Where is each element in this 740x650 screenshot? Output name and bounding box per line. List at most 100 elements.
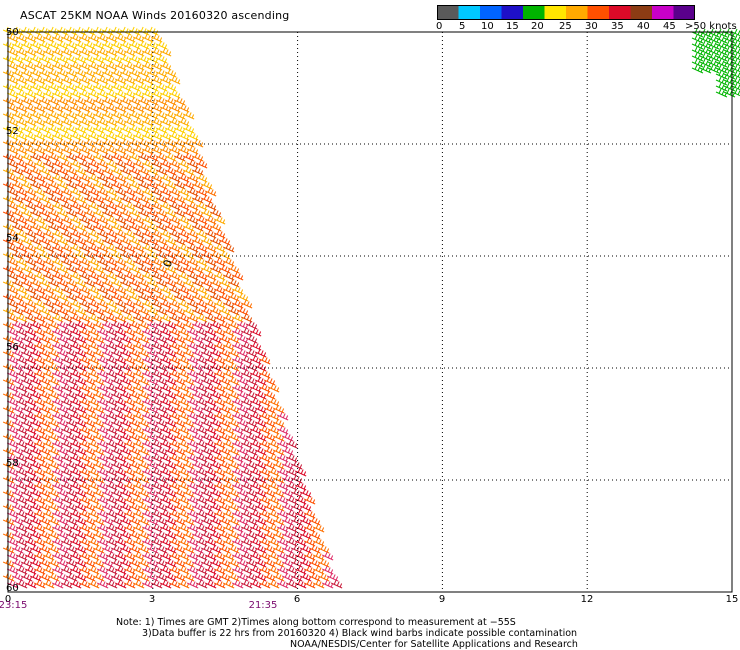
- colorbar-segment: [587, 5, 609, 20]
- wind-barb: [87, 131, 100, 141]
- wind-barb: [15, 47, 28, 57]
- wind-barb: [87, 439, 100, 449]
- wind-barb: [51, 313, 64, 323]
- wind-barb: [96, 327, 109, 337]
- wind-barb: [15, 145, 28, 155]
- wind-barb: [114, 327, 127, 337]
- wind-barb: [51, 75, 64, 85]
- wind-barb: [123, 425, 136, 435]
- wind-barb: [96, 243, 109, 253]
- wind-barb: [15, 285, 28, 295]
- wind-barb: [24, 299, 37, 309]
- lon-tick-label: 12: [580, 594, 594, 605]
- wind-barb: [42, 243, 55, 253]
- wind-barb: [105, 33, 118, 43]
- wind-barb: [6, 355, 19, 365]
- wind-barb: [213, 355, 226, 365]
- wind-barb: [2, 68, 15, 78]
- wind-barb: [2, 558, 15, 568]
- wind-barb: [267, 551, 280, 561]
- wind-barb: [51, 243, 64, 253]
- wind-barb: [78, 453, 91, 463]
- wind-barb: [231, 285, 244, 295]
- wind-barb: [78, 481, 91, 491]
- wind-barb: [114, 439, 127, 449]
- wind-barb: [51, 201, 64, 211]
- wind-barb: [168, 453, 181, 463]
- wind-barb: [150, 159, 163, 169]
- wind-barb: [267, 425, 280, 435]
- wind-barb: [177, 285, 190, 295]
- wind-barb: [33, 89, 46, 99]
- wind-barb: [204, 565, 217, 575]
- wind-barb: [78, 551, 91, 561]
- wind-barb: [186, 173, 199, 183]
- wind-barb: [42, 523, 55, 533]
- wind-barb: [164, 236, 177, 246]
- wind-barb: [168, 201, 181, 211]
- wind-barb: [96, 397, 109, 407]
- wind-barb: [222, 509, 235, 519]
- wind-barb: [303, 509, 316, 519]
- wind-barb: [78, 523, 91, 533]
- colorbar-frame: [437, 5, 695, 20]
- wind-barb: [42, 565, 55, 575]
- wind-barb: [195, 271, 208, 281]
- wind-barb: [105, 439, 118, 449]
- wind-barb: [96, 537, 109, 547]
- wind-barb: [69, 509, 82, 519]
- wind-barb: [51, 439, 64, 449]
- wind-barb: [105, 229, 118, 239]
- wind-barb: [51, 383, 64, 393]
- wind-barb: [258, 467, 271, 477]
- wind-barb: [78, 61, 91, 71]
- wind-barb: [222, 313, 235, 323]
- wind-barb: [204, 299, 217, 309]
- wind-barb: [74, 26, 87, 36]
- wind-barb: [123, 173, 136, 183]
- wind-barb: [168, 565, 181, 575]
- wind-barb: [204, 215, 217, 225]
- wind-barb: [204, 439, 217, 449]
- wind-barb: [96, 299, 109, 309]
- wind-barb: [105, 89, 118, 99]
- wind-barb: [24, 187, 37, 197]
- wind-barb: [168, 215, 181, 225]
- wind-barb: [276, 467, 289, 477]
- wind-barb: [6, 383, 19, 393]
- wind-barb: [105, 495, 118, 505]
- wind-barb: [330, 579, 343, 589]
- wind-barb: [159, 313, 172, 323]
- map-title: ASCAT 25KM NOAA Winds 20160320 ascending: [20, 9, 290, 22]
- wind-barb: [33, 103, 46, 113]
- wind-barb: [2, 516, 15, 526]
- wind-barb: [213, 453, 226, 463]
- wind-barb: [150, 89, 163, 99]
- wind-barb: [33, 355, 46, 365]
- colorbar-label: 40: [637, 21, 650, 32]
- wind-barb: [42, 397, 55, 407]
- wind-barb: [123, 537, 136, 547]
- colorbar-segment: [544, 5, 566, 20]
- wind-barb: [42, 145, 55, 155]
- wind-barb: [249, 495, 262, 505]
- wind-barb: [24, 131, 37, 141]
- wind-barb: [69, 411, 82, 421]
- wind-barb: [87, 453, 100, 463]
- wind-barb: [6, 341, 19, 351]
- wind-barb: [204, 537, 217, 547]
- wind-barb: [141, 565, 154, 575]
- wind-barb: [114, 453, 127, 463]
- wind-barb: [195, 425, 208, 435]
- wind-barb: [60, 453, 73, 463]
- wind-barb: [78, 257, 91, 267]
- wind-barb: [33, 271, 46, 281]
- wind-barb: [60, 579, 73, 589]
- wind-barb: [96, 495, 109, 505]
- wind-barb: [177, 551, 190, 561]
- wind-barb: [87, 89, 100, 99]
- wind-barb: [101, 26, 114, 36]
- wind-barb: [78, 509, 91, 519]
- wind-barb: [33, 173, 46, 183]
- wind-barb: [78, 495, 91, 505]
